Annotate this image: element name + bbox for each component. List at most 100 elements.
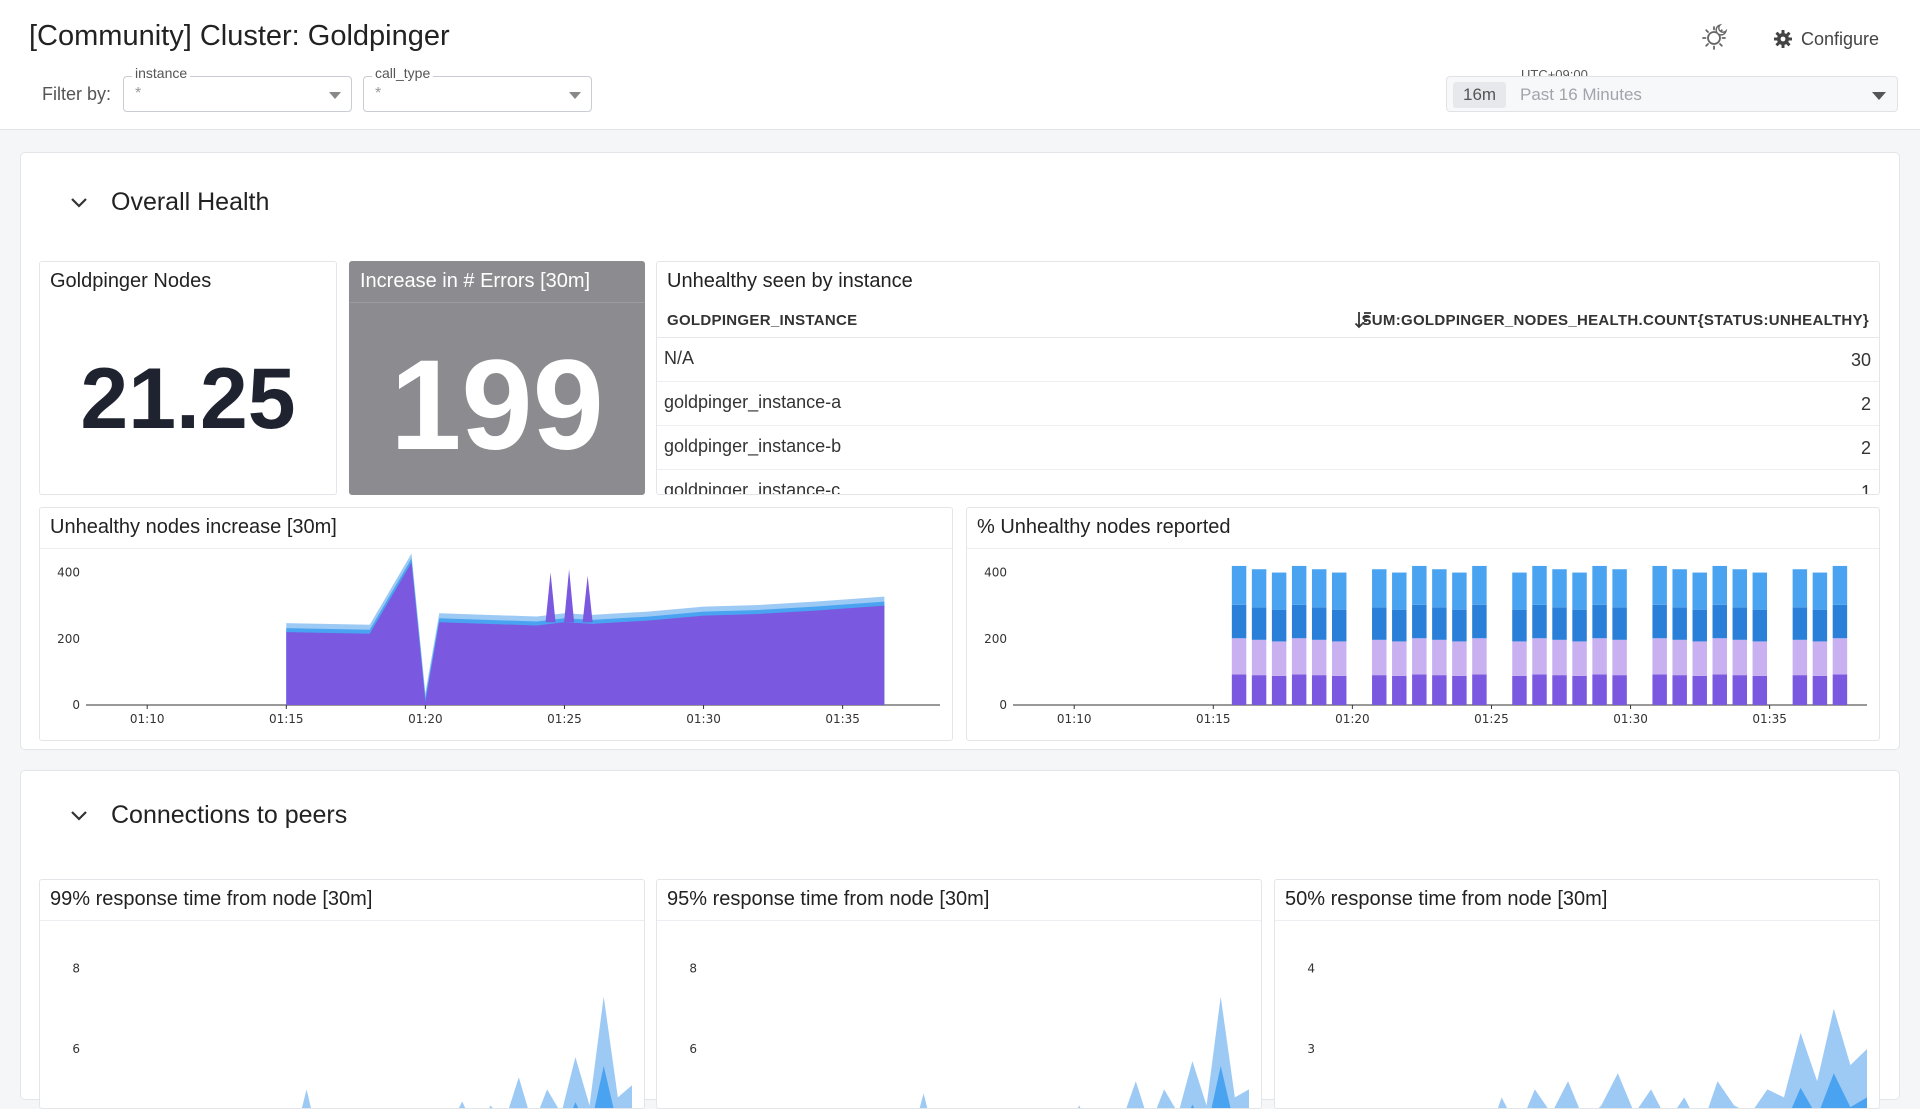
bar-segment	[1672, 569, 1687, 608]
p99-widget[interactable]: 99% response time from node [30m] 468	[39, 879, 645, 1109]
call-type-filter-value: *	[375, 85, 382, 102]
bar-segment	[1231, 604, 1247, 639]
table-row[interactable]: goldpinger_instance-a 2	[657, 382, 1879, 426]
bar-segment	[1271, 609, 1287, 642]
call-type-filter[interactable]: call_type *	[363, 65, 592, 112]
p50-widget[interactable]: 50% response time from node [30m] 234	[1274, 879, 1880, 1109]
bar-segment	[1432, 607, 1447, 640]
chevron-down-icon[interactable]	[69, 809, 89, 823]
bar-segment	[1532, 565, 1547, 605]
configure-button[interactable]: Configure	[1773, 24, 1879, 54]
bar-segment	[1392, 572, 1407, 610]
x-tick-label: 01:15	[269, 712, 304, 726]
bar-segment	[1592, 674, 1607, 705]
bar-segment	[1372, 607, 1387, 640]
unhealthy-pct-chart[interactable]: 0 200 400 01:10 01:15 01:20 01:25 01:30 01:35	[967, 548, 1880, 741]
column-header-value[interactable]: SUM:GOLDPINGER_NODES_HEALTH.COUNT{STATUS…	[1361, 312, 1869, 329]
unhealthy-increase-widget[interactable]: Unhealthy nodes increase [30m] 0 200 400 01…	[39, 507, 953, 741]
bar-segment	[1672, 607, 1687, 640]
bar-segment	[1311, 569, 1327, 608]
instance-cell: goldpinger_instance-b	[664, 436, 842, 456]
bar-segment	[1552, 675, 1567, 705]
y-tick-label: 200	[57, 632, 80, 646]
x-tick-label: 01:35	[825, 712, 860, 726]
table-row[interactable]: goldpinger_instance-b 2	[657, 426, 1879, 470]
bar-segment	[1291, 604, 1307, 639]
overall-health-group: Overall Health Goldpinger Nodes 21.25 In…	[20, 152, 1900, 750]
bar-segment	[1271, 675, 1287, 705]
bar-segment	[1832, 638, 1848, 675]
y-tick-label: 8	[689, 961, 697, 975]
p99-chart[interactable]: 468	[40, 920, 645, 1109]
theme-toggle-icon[interactable]	[1700, 22, 1730, 52]
p50-chart[interactable]: 234	[1275, 920, 1880, 1109]
group-title: Connections to peers	[111, 801, 348, 829]
bar-segment	[1472, 638, 1487, 675]
caret-down-icon	[1872, 92, 1886, 100]
widget-title: 99% response time from node [30m]	[50, 888, 373, 910]
y-tick-label: 400	[984, 566, 1007, 580]
connections-header[interactable]: Connections to peers	[69, 801, 347, 830]
unhealthy-table-widget[interactable]: Unhealthy seen by instance GOLDPINGER_IN…	[656, 261, 1880, 495]
x-tick-label: 01:20	[408, 712, 443, 726]
bar-segment	[1532, 674, 1547, 705]
bar-segment	[1271, 572, 1287, 610]
bar-segment	[1512, 572, 1527, 610]
bar-segment	[1331, 609, 1347, 642]
bar-segment	[1792, 569, 1808, 608]
chevron-down-icon[interactable]	[69, 196, 89, 210]
bar-segment	[1672, 675, 1687, 705]
bar-segment	[1612, 639, 1627, 676]
p95-widget[interactable]: 95% response time from node [30m] 468	[656, 879, 1262, 1109]
x-tick-label: 01:25	[547, 712, 582, 726]
divider	[1275, 920, 1879, 921]
divider	[40, 920, 644, 921]
bar-segment	[1612, 607, 1627, 640]
group-title: Overall Health	[111, 188, 270, 216]
connections-group: Connections to peers 99% response time f…	[20, 770, 1900, 1109]
bar-segment	[1752, 609, 1768, 642]
instance-cell: goldpinger_instance-a	[664, 392, 842, 412]
divider	[350, 302, 644, 303]
time-range-picker[interactable]: 16m Past 16 Minutes	[1446, 76, 1898, 112]
bar-segment	[1832, 565, 1848, 605]
bar-segment	[1552, 639, 1567, 676]
table-row[interactable]: N/A 30	[657, 338, 1879, 382]
bar-segment	[1672, 639, 1687, 676]
goldpinger-nodes-widget[interactable]: Goldpinger Nodes 21.25	[39, 261, 337, 495]
nodes-value: 21.25	[80, 351, 296, 447]
y-tick-label: 4	[1307, 961, 1315, 975]
bar-segment	[1652, 638, 1667, 675]
divider	[967, 548, 1879, 549]
instance-filter[interactable]: instance *	[123, 65, 352, 112]
bar-segment	[1592, 638, 1607, 675]
bar-segment	[1291, 565, 1307, 605]
widget-title: Unhealthy nodes increase [30m]	[50, 516, 337, 538]
bar-segment	[1512, 609, 1527, 642]
x-tick-label: 01:10	[1057, 712, 1092, 726]
column-header-instance[interactable]: GOLDPINGER_INSTANCE	[667, 312, 858, 329]
series-area	[919, 996, 1249, 1108]
bar-segment	[1712, 604, 1727, 639]
widget-title: Increase in # Errors [30m]	[360, 270, 591, 292]
caret-down-icon	[569, 92, 581, 99]
bar-segment	[1712, 674, 1727, 705]
bar-segment	[1752, 641, 1768, 676]
sort-descending-icon[interactable]	[1354, 309, 1372, 331]
bar-segment	[1452, 609, 1467, 642]
unhealthy-pct-widget[interactable]: % Unhealthy nodes reported 0 200 400 01:10 0…	[966, 507, 1880, 741]
bar-segment	[1652, 604, 1667, 639]
bar-segment	[1372, 639, 1387, 676]
p95-chart[interactable]: 468	[657, 920, 1262, 1109]
overall-health-header[interactable]: Overall Health	[69, 188, 269, 217]
bar-segment	[1732, 639, 1748, 676]
bar-segment	[1692, 641, 1707, 676]
time-range-badge: 16m	[1453, 82, 1507, 108]
table-row[interactable]: goldpinger_instance-c 1	[657, 470, 1879, 494]
gear-icon	[1774, 30, 1792, 48]
series-area	[286, 562, 885, 705]
errors-widget[interactable]: Increase in # Errors [30m] 199	[349, 261, 645, 495]
unhealthy-increase-chart[interactable]: 0 200 400 01:10 01:15 01:20 01:25 01:30 01:35	[40, 548, 953, 741]
bar-segment	[1732, 569, 1748, 608]
y-tick-label: 3	[1307, 1042, 1315, 1056]
